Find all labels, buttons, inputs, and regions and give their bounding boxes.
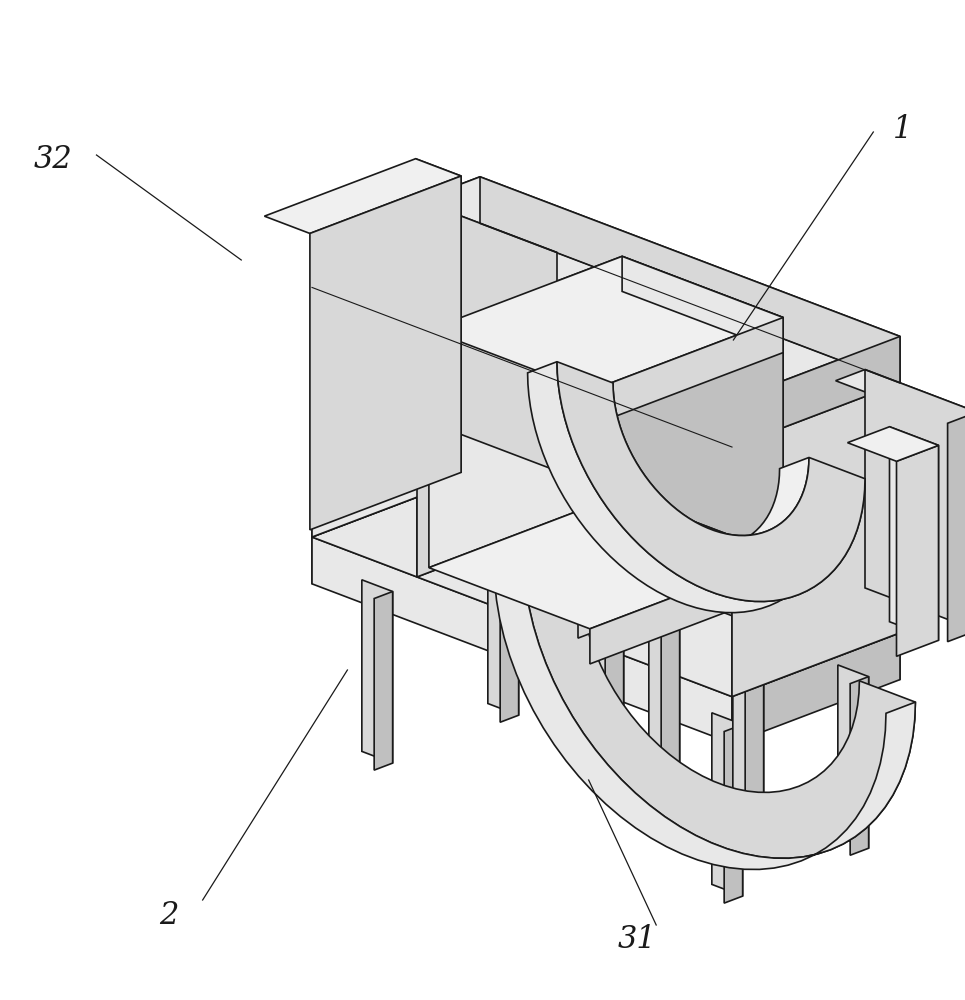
Polygon shape — [627, 343, 900, 447]
Polygon shape — [416, 159, 461, 472]
Polygon shape — [948, 412, 965, 642]
Text: 2: 2 — [159, 900, 179, 930]
Polygon shape — [312, 177, 480, 287]
Polygon shape — [312, 224, 585, 327]
Polygon shape — [312, 224, 480, 537]
Polygon shape — [578, 325, 746, 638]
Polygon shape — [890, 427, 939, 640]
Text: 31: 31 — [618, 924, 656, 956]
Polygon shape — [428, 494, 784, 629]
Polygon shape — [732, 336, 900, 447]
Polygon shape — [428, 256, 784, 391]
Polygon shape — [648, 593, 679, 776]
Polygon shape — [480, 224, 585, 513]
Polygon shape — [494, 553, 916, 869]
Polygon shape — [523, 553, 916, 858]
Polygon shape — [374, 592, 393, 770]
Polygon shape — [362, 580, 393, 763]
Polygon shape — [312, 224, 480, 537]
Polygon shape — [724, 725, 743, 903]
Polygon shape — [466, 282, 746, 389]
Polygon shape — [312, 473, 480, 584]
Polygon shape — [445, 210, 557, 471]
Polygon shape — [557, 362, 865, 601]
Polygon shape — [480, 473, 900, 680]
Polygon shape — [417, 263, 585, 577]
Polygon shape — [838, 665, 868, 848]
Polygon shape — [634, 282, 746, 574]
Polygon shape — [732, 625, 763, 808]
Polygon shape — [622, 256, 784, 353]
Polygon shape — [584, 383, 809, 547]
Polygon shape — [795, 343, 900, 633]
Polygon shape — [310, 176, 461, 530]
Polygon shape — [500, 544, 518, 722]
Polygon shape — [416, 210, 445, 440]
Polygon shape — [850, 677, 868, 855]
Polygon shape — [417, 263, 585, 577]
Polygon shape — [593, 572, 623, 755]
Polygon shape — [847, 427, 939, 461]
Polygon shape — [732, 383, 900, 697]
Polygon shape — [416, 210, 557, 264]
Polygon shape — [622, 494, 784, 591]
Polygon shape — [312, 177, 900, 400]
Polygon shape — [312, 473, 900, 697]
Polygon shape — [590, 318, 784, 426]
Polygon shape — [312, 241, 732, 447]
Polygon shape — [480, 177, 900, 383]
Polygon shape — [622, 256, 784, 555]
Polygon shape — [634, 282, 746, 574]
Polygon shape — [605, 584, 623, 762]
Polygon shape — [795, 343, 900, 633]
Text: 1: 1 — [893, 114, 912, 145]
Polygon shape — [865, 370, 965, 631]
Polygon shape — [590, 318, 784, 629]
Polygon shape — [896, 445, 939, 656]
Polygon shape — [480, 224, 585, 513]
Polygon shape — [428, 256, 622, 568]
Polygon shape — [264, 159, 461, 233]
Polygon shape — [590, 555, 784, 664]
Polygon shape — [488, 532, 518, 715]
Text: 32: 32 — [34, 144, 72, 176]
Polygon shape — [836, 370, 965, 423]
Polygon shape — [312, 537, 732, 743]
Polygon shape — [712, 713, 743, 896]
Polygon shape — [732, 633, 900, 743]
Polygon shape — [661, 605, 679, 783]
Polygon shape — [578, 325, 746, 638]
Polygon shape — [528, 362, 865, 613]
Polygon shape — [732, 383, 900, 697]
Polygon shape — [745, 637, 763, 815]
